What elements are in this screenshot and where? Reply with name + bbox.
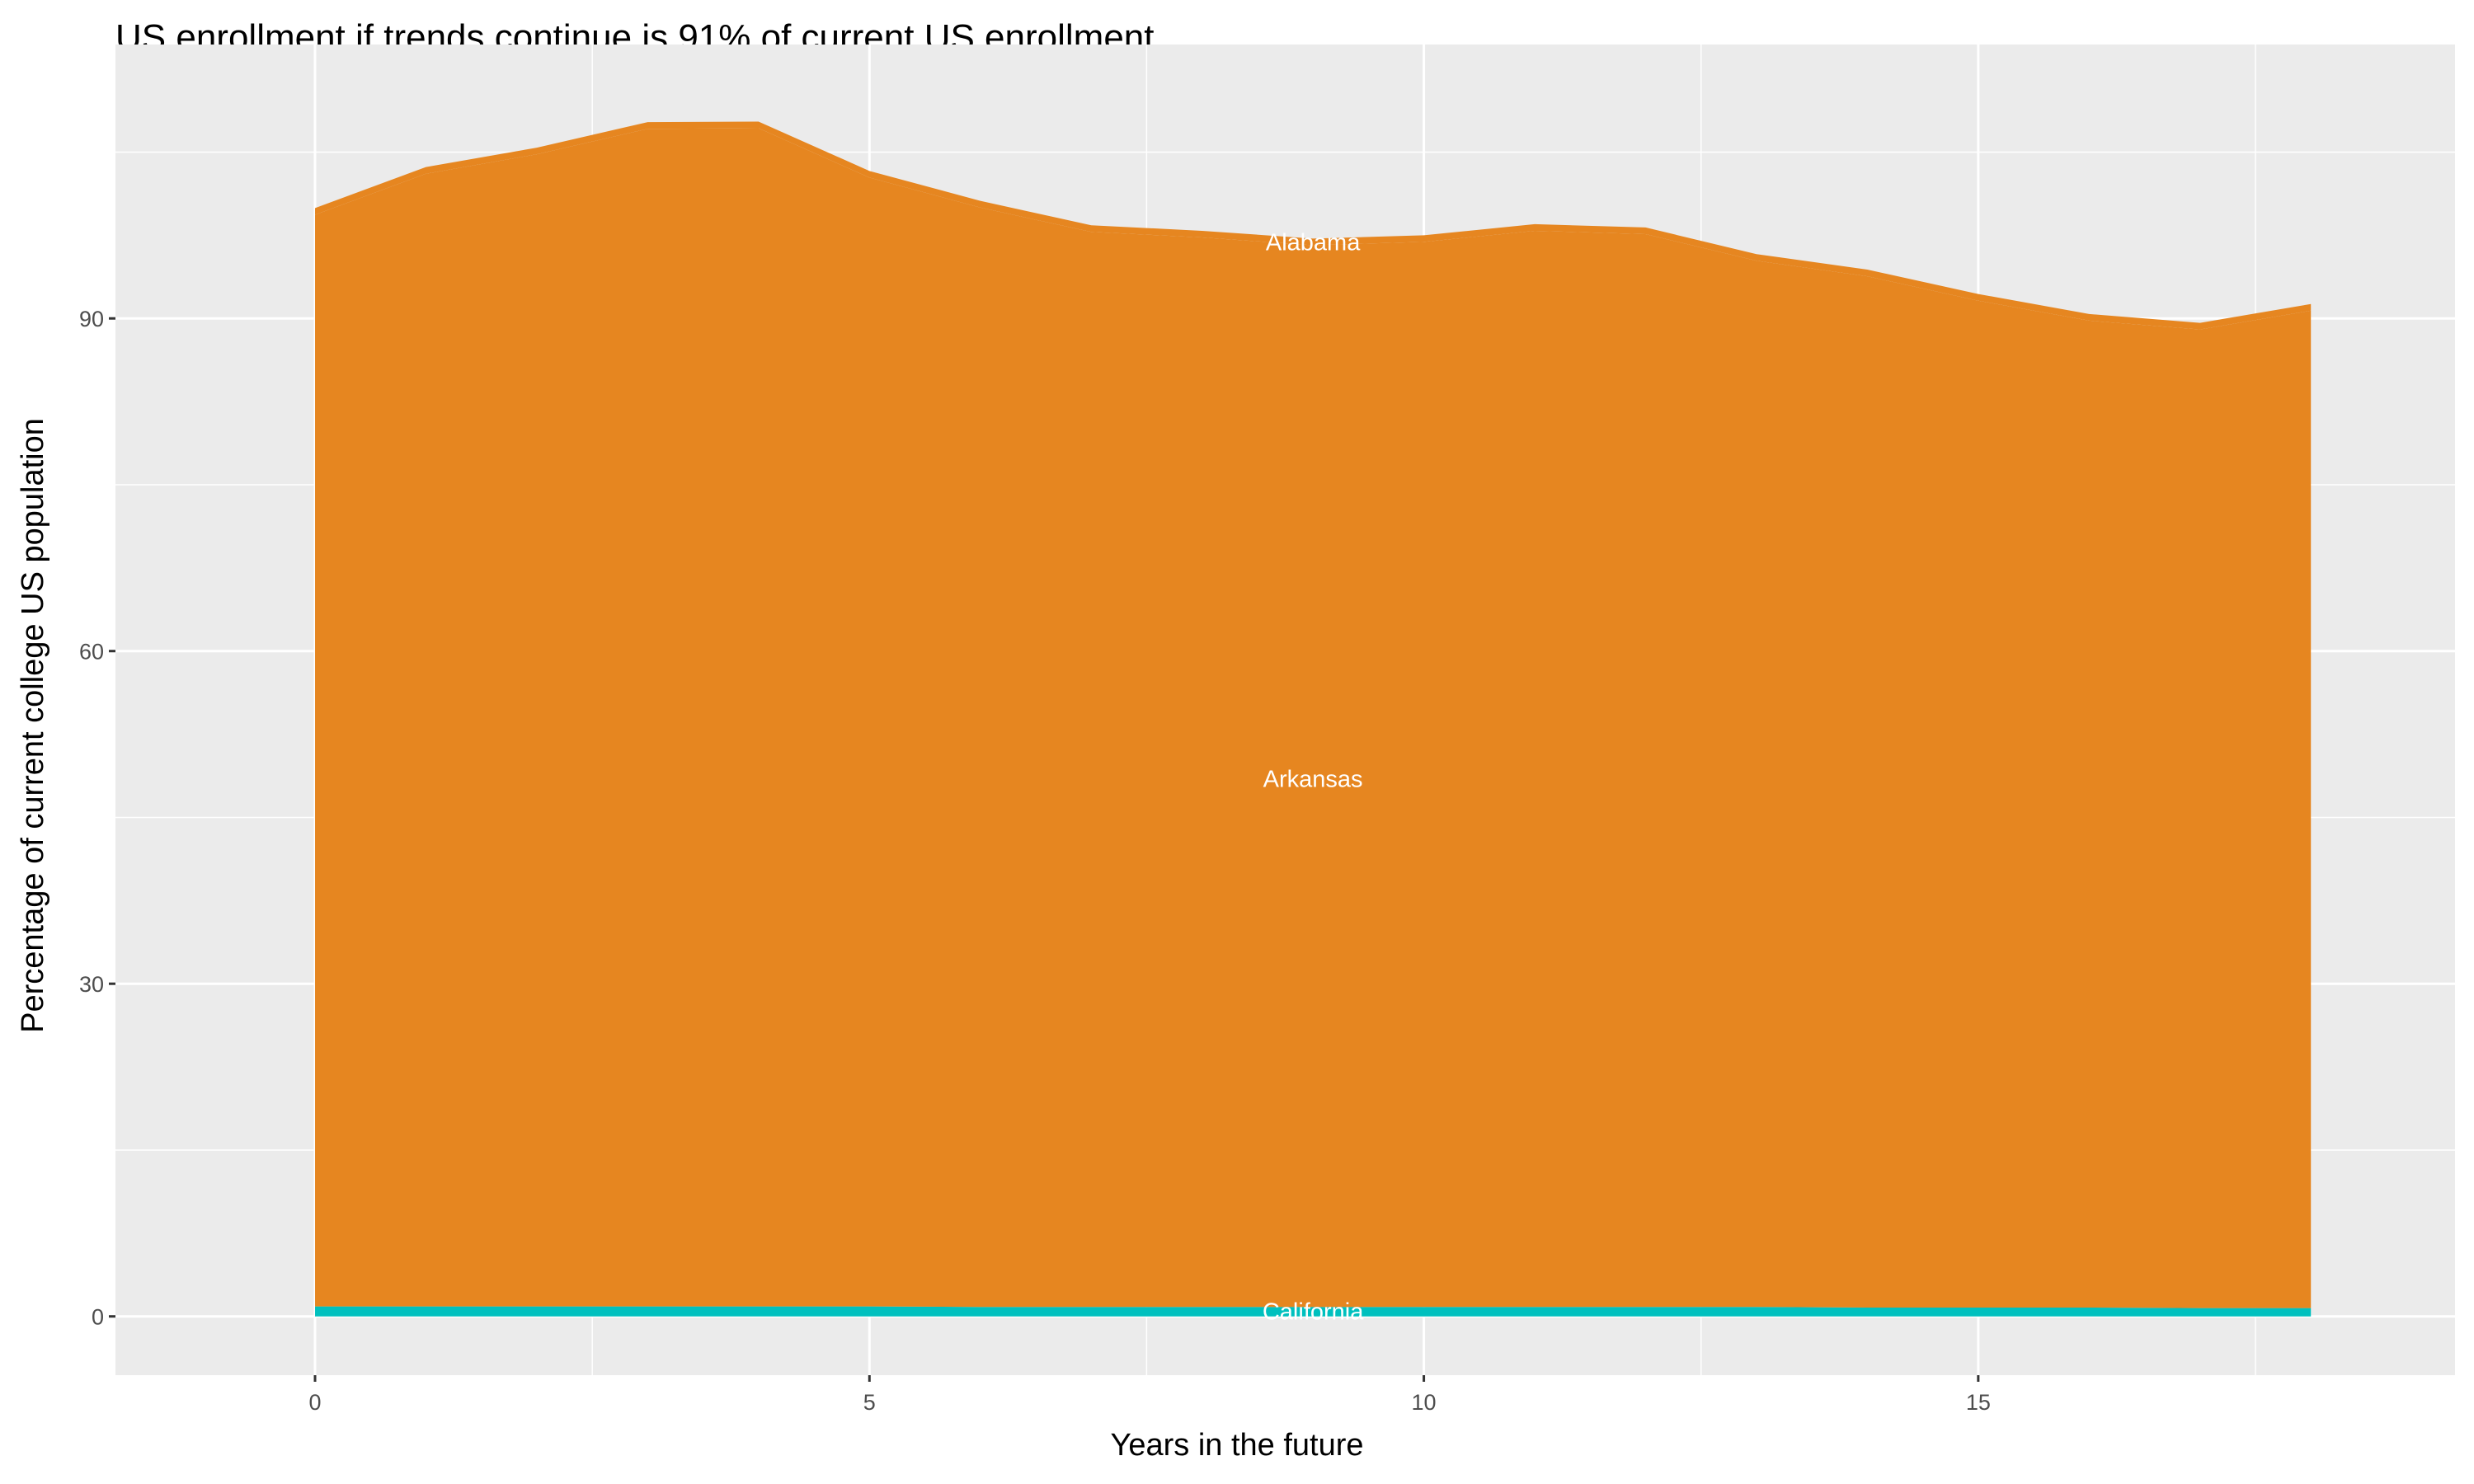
x-tick-label: 0 <box>309 1390 322 1415</box>
label-california: California <box>1263 1299 1364 1326</box>
y-tick-label: 60 <box>79 640 104 665</box>
axes: 0 30 60 90 0 5 10 15 <box>79 307 1991 1415</box>
y-tick-label: 30 <box>79 972 104 997</box>
area-california <box>315 1306 2312 1317</box>
area-labels: Alabama Arkansas California <box>1263 229 1364 1325</box>
y-tick-label: 0 <box>92 1305 104 1330</box>
y-axis-label: Percentage of current college US populat… <box>16 418 50 1033</box>
label-arkansas: Arkansas <box>1263 766 1363 792</box>
y-tick-label: 90 <box>79 307 104 331</box>
x-tick-label: 15 <box>1966 1390 1991 1415</box>
areas <box>315 121 2312 1317</box>
area-arkansas <box>315 128 2312 1308</box>
label-alabama: Alabama <box>1266 229 1361 256</box>
x-tick-label: 5 <box>863 1390 876 1415</box>
x-axis-label: Years in the future <box>1110 1428 1363 1463</box>
x-tick-label: 10 <box>1412 1390 1437 1415</box>
